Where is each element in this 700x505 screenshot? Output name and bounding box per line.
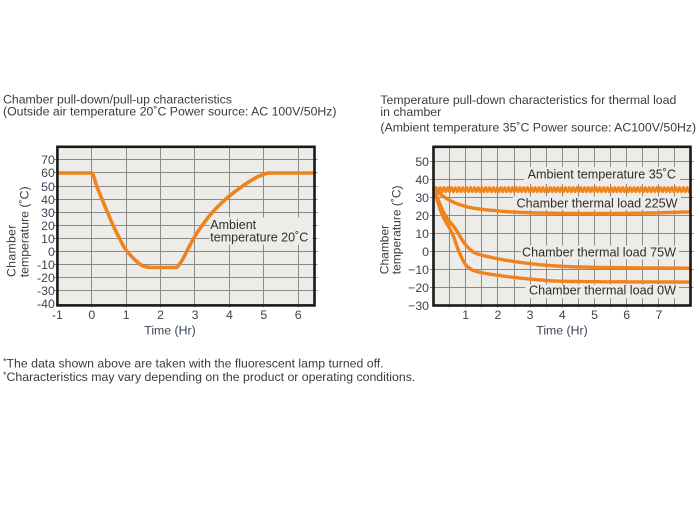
svg-text:-30: -30 [37, 284, 55, 298]
svg-text:6: 6 [295, 308, 302, 322]
svg-text:10: 10 [415, 227, 429, 241]
svg-text:7: 7 [655, 308, 662, 322]
svg-text:Time (Hr): Time (Hr) [536, 323, 587, 337]
svg-text:−30: −30 [408, 299, 429, 313]
svg-text:Chamber thermal load 225W: Chamber thermal load 225W [517, 196, 678, 210]
svg-text:−10: −10 [408, 263, 429, 277]
svg-text:2: 2 [157, 308, 164, 322]
svg-text:1: 1 [123, 308, 130, 322]
svg-text:Chamber: Chamber [5, 224, 19, 277]
svg-text:30: 30 [41, 206, 55, 220]
svg-text:10: 10 [41, 232, 55, 246]
svg-text:Chamber pull-down/pull-up char: Chamber pull-down/pull-up characteristic… [3, 93, 232, 107]
svg-text:3: 3 [527, 308, 534, 322]
svg-text:40: 40 [415, 173, 429, 187]
svg-text:temperature (˚C): temperature (˚C) [390, 186, 404, 275]
svg-text:0: 0 [422, 245, 429, 259]
svg-text:20: 20 [415, 209, 429, 223]
svg-text:Ambient temperature 35˚C: Ambient temperature 35˚C [528, 168, 676, 182]
svg-text:-20: -20 [37, 271, 55, 285]
svg-text:30: 30 [415, 191, 429, 205]
svg-text:*Characteristics may vary depe: *Characteristics may vary depending on t… [3, 370, 415, 384]
svg-text:-40: -40 [37, 297, 55, 311]
svg-text:Time (Hr): Time (Hr) [144, 323, 195, 337]
svg-text:Ambient: Ambient [210, 218, 256, 232]
svg-text:20: 20 [41, 219, 55, 233]
svg-text:−20: −20 [408, 281, 429, 295]
svg-text:Chamber thermal load 75W: Chamber thermal load 75W [522, 245, 676, 259]
svg-text:5: 5 [591, 308, 598, 322]
svg-text:40: 40 [41, 193, 55, 207]
svg-text:60: 60 [41, 166, 55, 180]
svg-text:1: 1 [462, 308, 469, 322]
svg-text:*The data shown above are take: *The data shown above are taken with the… [3, 357, 384, 371]
svg-text:temperature 20˚C: temperature 20˚C [210, 231, 308, 245]
svg-text:(Outside air temperature 20˚C: (Outside air temperature 20˚C Power sour… [3, 104, 337, 118]
svg-text:Chamber: Chamber [378, 225, 392, 274]
svg-text:50: 50 [415, 155, 429, 169]
svg-text:4: 4 [226, 308, 233, 322]
svg-text:6: 6 [623, 308, 630, 322]
svg-text:5: 5 [260, 308, 267, 322]
svg-text:-1: -1 [52, 308, 63, 322]
svg-text:temperature (˚C): temperature (˚C) [17, 186, 31, 277]
svg-text:(Ambient temperature 35˚C Pow: (Ambient temperature 35˚C Power source: … [380, 120, 696, 134]
svg-text:4: 4 [559, 308, 566, 322]
svg-text:Temperature pull-down characte: Temperature pull-down characteristics fo… [380, 93, 676, 107]
svg-text:2: 2 [494, 308, 501, 322]
svg-text:in chamber: in chamber [380, 105, 441, 119]
svg-text:3: 3 [192, 308, 199, 322]
svg-text:50: 50 [41, 180, 55, 194]
svg-text:-10: -10 [37, 258, 55, 272]
svg-text:Chamber thermal load 0W: Chamber thermal load 0W [529, 284, 676, 298]
svg-text:70: 70 [41, 153, 55, 167]
svg-text:0: 0 [48, 245, 55, 259]
svg-text:0: 0 [88, 308, 95, 322]
